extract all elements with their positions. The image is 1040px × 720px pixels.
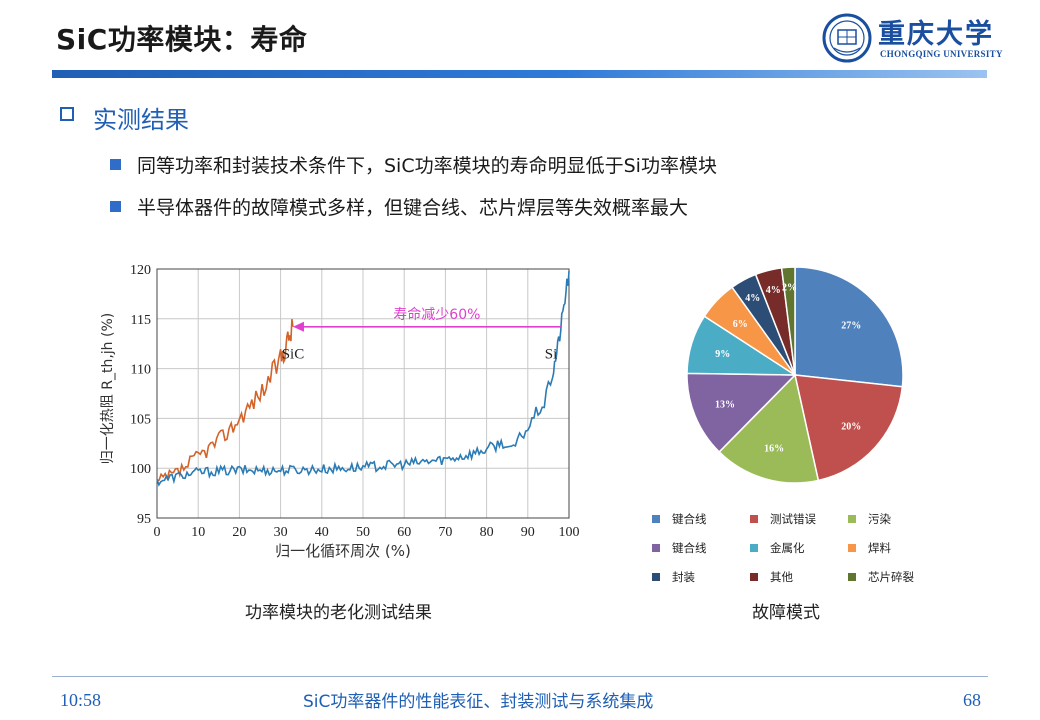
pie-value-label: 4%: [745, 293, 760, 304]
pie-value-label: 13%: [715, 400, 735, 411]
footer-page-number: 68: [963, 690, 981, 710]
section-title: 实测结果: [93, 106, 189, 134]
annotation-arrow-head: [292, 321, 304, 332]
y-tick-label: 95: [137, 512, 151, 527]
series-label-si: Si: [545, 347, 558, 363]
pie-slice: [780, 266, 796, 376]
pie-value-label: 20%: [841, 422, 861, 433]
university-logo: [820, 12, 990, 64]
legend-swatch: [848, 573, 856, 581]
plot-frame: [156, 268, 570, 519]
annotation-text: 寿命减少60%: [393, 306, 480, 323]
legend-item: 封装: [652, 569, 695, 585]
pie-svg: 27%20%16%13%9%6%4%4% 2%: [686, 266, 904, 484]
pie-slice: [718, 373, 820, 484]
x-tick-label: 50: [356, 525, 370, 540]
legend-label: 测试错误: [770, 512, 816, 526]
legend-item: 金属化: [750, 540, 805, 556]
page-title: SiC功率模块：寿命: [56, 23, 308, 56]
pie-value-label: 27%: [841, 321, 861, 332]
legend-item: 键合线: [652, 511, 707, 527]
legend-label: 封装: [672, 570, 695, 584]
university-name-cn: 重庆大学: [878, 19, 994, 50]
y-axis-label: 归一化热阻 R_th,jh (%): [99, 313, 116, 464]
title-underline-bar: [52, 70, 987, 78]
legend-label: 金属化: [770, 541, 805, 555]
university-name-en: CHONGQING UNIVERSITY: [880, 49, 1003, 59]
pie-slice: [794, 266, 904, 388]
x-tick-label: 10: [191, 525, 205, 540]
legend-label: 其他: [770, 570, 793, 584]
bullet-text-1: 同等功率和封装技术条件下，SiC功率模块的寿命明显低于Si功率模块: [137, 155, 717, 177]
pie-slice: [686, 372, 797, 454]
legend-swatch: [652, 573, 660, 581]
x-tick-label: 90: [521, 525, 535, 540]
y-tick-label: 110: [131, 363, 151, 378]
y-tick-label: 100: [130, 462, 151, 477]
chart-caption-failure: 故障模式: [752, 603, 820, 623]
series-label-sic: SiC: [282, 347, 305, 363]
checkbox-icon: [60, 107, 74, 121]
pie-value-label: 4%: [766, 285, 781, 296]
x-tick-label: 100: [559, 525, 580, 540]
legend-label: 芯片碎裂: [868, 570, 914, 584]
legend-item: 其他: [750, 569, 793, 585]
legend-label: 键合线: [672, 541, 707, 555]
legend-item: 测试错误: [750, 511, 816, 527]
legend-item: 芯片碎裂: [848, 569, 914, 585]
legend-item: 焊料: [848, 540, 891, 556]
x-tick-label: 40: [315, 525, 329, 540]
x-tick-label: 70: [438, 525, 452, 540]
legend-swatch: [848, 515, 856, 523]
footer-title: SiC功率器件的性能表征、封装测试与系统集成: [303, 692, 654, 712]
x-tick-label: 60: [397, 525, 411, 540]
failure-mode-pie-chart: 27% 20% 16% 13% 9% 6% 4% 4% 2% 键合线 测试错误 污染 键合线 金属化 焊料…: [640, 255, 980, 590]
aging-test-line-chart: 0 10 20 30 40 50 60 70 80 90 100 95 100 105 110 115 120 归…: [99, 263, 580, 560]
x-axis-label: 归一化循环周次 (%): [275, 542, 411, 560]
x-tick-label: 20: [232, 525, 246, 540]
legend-label: 焊料: [868, 541, 891, 555]
x-tick-label: 30: [274, 525, 288, 540]
legend-swatch: [652, 544, 660, 552]
pie-value-label: 2%: [782, 283, 797, 294]
bullet-square-icon: [110, 159, 121, 170]
pie-value-label: 16%: [764, 444, 784, 455]
legend-swatch: [750, 573, 758, 581]
legend-swatch: [750, 544, 758, 552]
legend-item: 污染: [848, 511, 891, 527]
y-tick-label: 105: [130, 412, 151, 427]
pie-value-label: 6%: [733, 319, 748, 330]
y-tick-label: 120: [130, 263, 151, 278]
legend-swatch: [750, 515, 758, 523]
y-tick-label: 115: [131, 313, 151, 328]
x-tick-label: 80: [480, 525, 494, 540]
legend-label: 键合线: [672, 512, 707, 526]
bullet-square-icon: [110, 201, 121, 212]
bullet-text-2: 半导体器件的故障模式多样，但键合线、芯片焊层等失效概率最大: [137, 197, 689, 219]
series-line-sic: [156, 318, 294, 482]
pie-slice: [794, 374, 904, 482]
series-line-si: [156, 270, 570, 487]
x-tick-label: 0: [154, 525, 161, 540]
legend-swatch: [848, 544, 856, 552]
university-seal-icon: [822, 13, 872, 63]
pie-value-label: 9%: [715, 349, 730, 360]
legend-item: 键合线: [652, 540, 707, 556]
chart-caption-aging: 功率模块的老化测试结果: [245, 603, 432, 623]
legend-label: 污染: [868, 512, 891, 526]
footer-divider: [52, 676, 988, 677]
footer-time: 10:58: [60, 690, 102, 710]
legend-swatch: [652, 515, 660, 523]
